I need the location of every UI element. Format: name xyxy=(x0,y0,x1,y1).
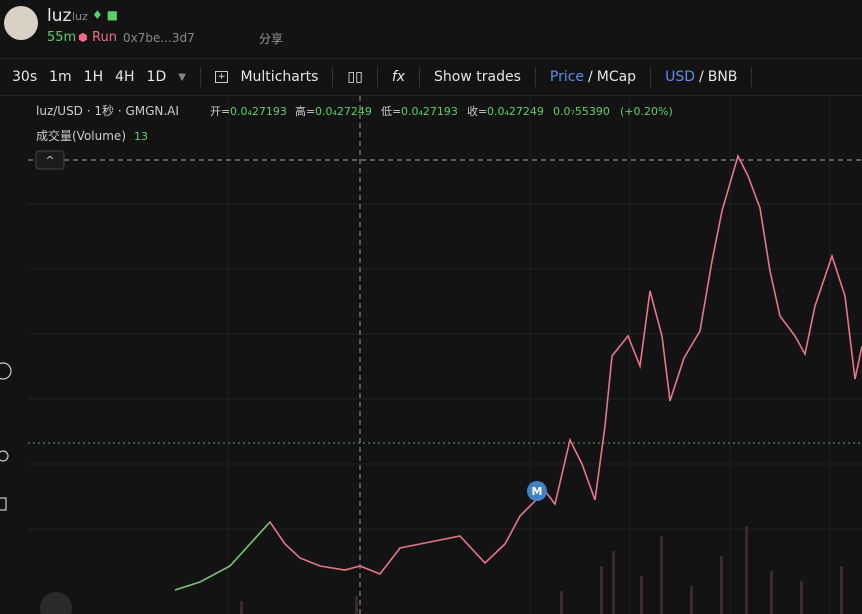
grid xyxy=(28,96,862,614)
interval[interactable]: 1H xyxy=(83,69,104,85)
mcap[interactable]: MCap xyxy=(596,69,637,85)
volume-label: 成交量(Volume) xyxy=(36,128,126,143)
slash: / xyxy=(699,69,704,85)
left-toolbar xyxy=(0,362,12,511)
collapse-button[interactable] xyxy=(35,150,65,170)
header: luz luz ♦ ■ 55m ⬢ Run 0x7be...3d7 分享 xyxy=(0,0,862,52)
tv-logo xyxy=(40,592,72,614)
fx-icon[interactable]: fx xyxy=(391,69,406,85)
volume-bars xyxy=(240,526,843,614)
share[interactable]: 分享 xyxy=(259,32,284,46)
usd[interactable]: USD xyxy=(665,69,695,85)
address[interactable]: 0x7be...3d7 xyxy=(123,31,195,45)
high-label: 高= xyxy=(295,104,315,118)
separator xyxy=(751,67,753,87)
age: 55m xyxy=(47,30,77,45)
open-label: 开= xyxy=(210,105,230,118)
close-label: 收= xyxy=(467,104,487,118)
tool-icon[interactable] xyxy=(0,362,12,380)
slash: / xyxy=(588,69,593,85)
separator xyxy=(199,67,201,87)
open: 0.0₄27193 xyxy=(230,105,287,118)
low: 0.0₄27193 xyxy=(401,105,458,118)
collapse-icon: ^ xyxy=(45,154,54,167)
separator xyxy=(376,67,378,87)
multicharts[interactable]: Multicharts xyxy=(240,69,319,85)
chart: ^ M luz/USD · 1秒 · GMGN.AI 开= 0.0₄27193 … xyxy=(0,96,862,614)
close: 0.0₄27249 xyxy=(487,105,544,118)
show-trades[interactable]: Show trades xyxy=(434,69,521,85)
separator xyxy=(650,67,652,87)
legend-symbol: luz/USD · 1秒 · GMGN.AI xyxy=(36,104,179,118)
change-pct: (+0.20%) xyxy=(620,105,673,118)
ticker: luz xyxy=(72,10,88,23)
marker-label: M xyxy=(532,485,543,498)
change: 0.0₇55390 xyxy=(553,105,610,118)
separator xyxy=(534,67,536,87)
interval[interactable]: 1m xyxy=(49,69,72,85)
volume: 13 xyxy=(134,130,148,143)
token-name: luz xyxy=(47,6,72,26)
price[interactable]: Price xyxy=(549,69,585,85)
interval[interactable]: 1D xyxy=(146,69,167,85)
bnb[interactable]: BNB xyxy=(707,69,738,85)
price-curve-up xyxy=(174,521,271,591)
interval[interactable]: 4H xyxy=(115,69,135,85)
run-icon: ⬢ xyxy=(78,31,88,44)
toolbar: 30s 1m 1H 4H 1D ▼ + Multicharts ▯▯ fx Sh… xyxy=(0,58,862,96)
status: Run xyxy=(92,30,117,45)
price-curve xyxy=(174,153,862,591)
plus-icon[interactable]: + xyxy=(214,71,229,83)
candle-icon[interactable]: ▯▯ xyxy=(347,69,363,85)
tool-icon[interactable] xyxy=(0,450,9,462)
marker[interactable] xyxy=(527,481,547,501)
separator xyxy=(332,67,334,87)
icons: ♦ ■ xyxy=(92,8,118,22)
interval[interactable]: 30s xyxy=(12,69,38,85)
low-label: 低= xyxy=(381,105,401,118)
dropdown[interactable]: ▼ xyxy=(178,71,186,83)
tool-icon[interactable] xyxy=(0,497,7,511)
high: 0.0₄27249 xyxy=(315,105,372,118)
separator xyxy=(419,67,421,87)
avatar[interactable] xyxy=(4,6,38,40)
